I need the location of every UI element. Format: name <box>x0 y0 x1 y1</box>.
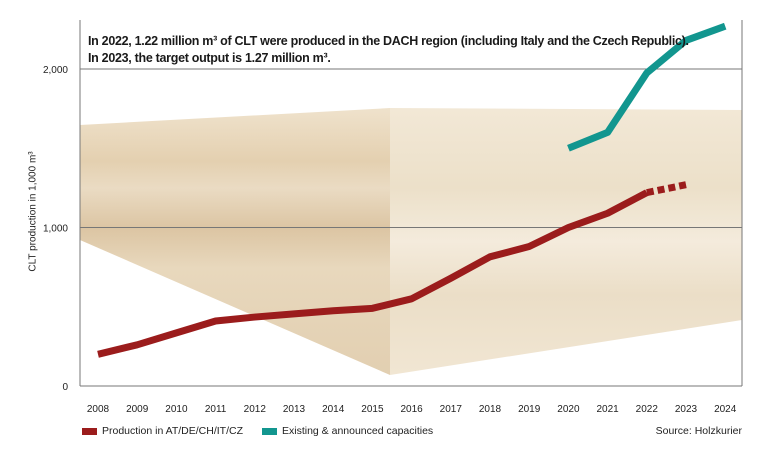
wood-right-face <box>390 108 742 375</box>
x-tick-label: 2008 <box>87 404 110 415</box>
wood-left-face <box>80 108 390 375</box>
x-tick-label: 2020 <box>557 404 580 415</box>
x-tick-label: 2010 <box>165 404 188 415</box>
x-tick-label: 2021 <box>596 404 619 415</box>
x-tick-label: 2011 <box>205 404 227 415</box>
annotation: In 2022, 1.22 million m³ of CLT were pro… <box>88 33 689 67</box>
x-tick-label: 2023 <box>675 404 698 415</box>
x-tick-label: 2014 <box>322 404 345 415</box>
series-line-dashed-0 <box>646 181 687 197</box>
legend-swatch <box>82 427 97 435</box>
x-tick-label: 2015 <box>361 404 384 415</box>
x-tick-label: 2016 <box>400 404 423 415</box>
x-tick-label: 2017 <box>440 404 463 415</box>
x-tick-label: 2012 <box>244 404 267 415</box>
x-tick-label: 2022 <box>636 404 659 415</box>
legend-label: Existing & announced capacities <box>282 425 434 437</box>
annotation-line-2: In 2023, the target output is 1.27 milli… <box>88 51 331 65</box>
annotation-line-1: In 2022, 1.22 million m³ of CLT were pro… <box>88 34 689 48</box>
x-tick-label: 2024 <box>714 404 737 415</box>
y-axis-label: CLT production in 1,000 m³ <box>27 151 39 272</box>
source-note: Source: Holzkurier <box>655 425 742 437</box>
legend-swatch <box>262 427 277 435</box>
x-tick-label: 2009 <box>126 404 149 415</box>
y-tick-label: 2,000 <box>43 65 68 76</box>
x-tick-label: 2013 <box>283 404 306 415</box>
legend-label: Production in AT/DE/CH/IT/CZ <box>102 425 244 437</box>
legend-item-capacities: Existing & announced capacities <box>262 425 433 437</box>
y-tick-label: 0 <box>62 382 68 393</box>
y-tick-label: 1,000 <box>43 224 68 235</box>
x-tick-label: 2018 <box>479 404 502 415</box>
x-tick-label: 2019 <box>518 404 541 415</box>
legend-item-production: Production in AT/DE/CH/IT/CZ <box>82 425 243 437</box>
